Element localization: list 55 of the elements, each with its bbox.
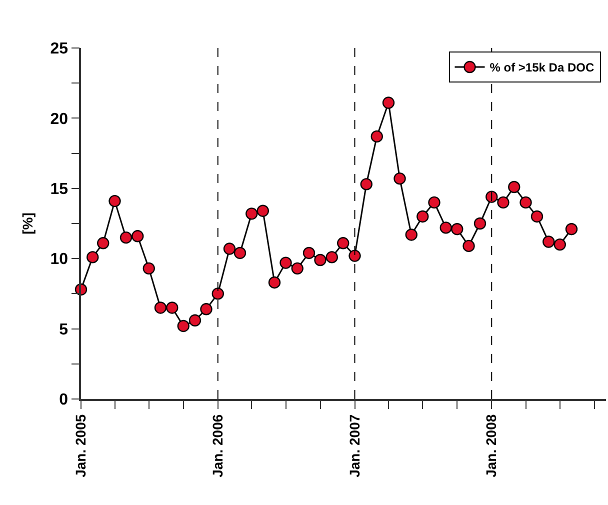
point — [530, 210, 544, 223]
point — [554, 238, 566, 251]
y-axis-title: [%] — [19, 212, 36, 234]
point — [542, 236, 555, 248]
x-tick-label: Jan. 2008 — [483, 414, 500, 478]
point — [497, 196, 510, 209]
y-tick-label: 0 — [59, 392, 68, 409]
x-tick-label: Jan. 2006 — [209, 414, 226, 478]
point — [451, 223, 464, 236]
point — [520, 196, 532, 209]
point — [154, 302, 167, 314]
point — [428, 196, 440, 209]
point — [462, 240, 475, 252]
point — [246, 208, 258, 220]
point — [370, 130, 383, 143]
y-tick-label: 20 — [50, 110, 68, 128]
point — [280, 256, 292, 269]
point — [348, 250, 361, 262]
point — [291, 262, 304, 275]
point — [326, 251, 338, 264]
point — [108, 194, 121, 208]
point — [200, 303, 212, 316]
x-tick-label: Jan. 2005 — [72, 414, 89, 478]
y-tick-label: 10 — [50, 251, 68, 268]
y-tick-label: 15 — [50, 181, 68, 198]
point — [360, 178, 372, 190]
point — [166, 302, 178, 314]
point — [508, 180, 520, 194]
point — [405, 228, 418, 241]
point — [212, 288, 224, 300]
point — [256, 204, 269, 217]
point — [337, 237, 350, 250]
point — [177, 320, 190, 332]
point — [302, 246, 316, 260]
point — [142, 262, 155, 275]
y-tick-label: 25 — [50, 40, 68, 58]
point — [416, 210, 429, 223]
point — [314, 254, 326, 266]
legend-label: % of >15k Da DOC — [490, 60, 594, 75]
point — [132, 230, 144, 242]
point — [486, 190, 498, 203]
point — [394, 172, 406, 185]
point — [268, 276, 281, 289]
point — [382, 96, 395, 109]
point — [188, 314, 202, 326]
y-tick-label: 5 — [59, 321, 68, 338]
point — [120, 231, 132, 244]
point — [86, 251, 99, 264]
point — [565, 223, 578, 236]
point — [234, 246, 246, 260]
point — [223, 242, 236, 255]
point — [474, 217, 486, 230]
point — [97, 237, 110, 250]
point — [440, 222, 452, 234]
x-tick-label: Jan. 2007 — [346, 414, 362, 478]
